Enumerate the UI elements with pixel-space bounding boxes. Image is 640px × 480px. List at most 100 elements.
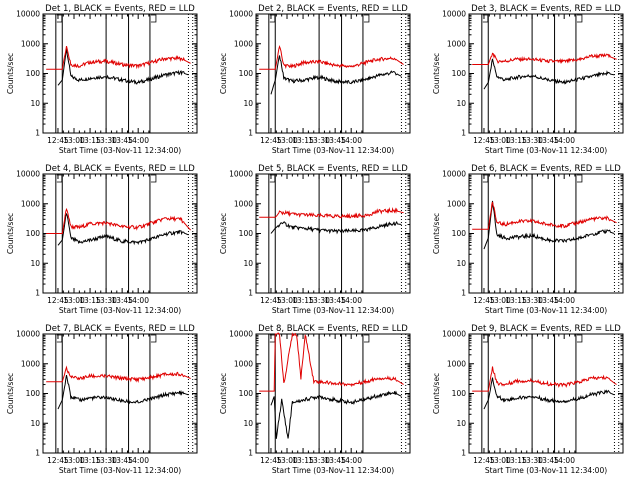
chart-svg-2: Det 2, BLACK = Events, RED = LLD 1 10 100 10… <box>219 4 411 155</box>
y-tick-label: 1 <box>35 129 40 138</box>
chart-title: Det 8, BLACK = Events, RED = LLD <box>258 324 408 334</box>
events-series-line <box>270 220 402 235</box>
x-axis-label: Start Time (03-Nov-11 12:34:00) <box>272 466 394 475</box>
x-tick-label: 14:00 <box>340 296 362 305</box>
events-series-line <box>483 200 615 250</box>
y-tick-label: 100 <box>26 229 41 238</box>
y-tick-label: 100 <box>26 69 41 78</box>
y-tick-label: 10000 <box>16 10 40 19</box>
marker-flag <box>269 174 276 183</box>
x-tick-label: 13:15 <box>292 456 314 465</box>
x-tick-label: 13:45 <box>111 136 133 145</box>
x-tick-label: 14:00 <box>340 136 362 145</box>
chart-title: Det 6, BLACK = Events, RED = LLD <box>471 164 621 174</box>
x-axis-label: Start Time (03-Nov-11 12:34:00) <box>59 146 181 155</box>
y-tick-label: 100 <box>26 389 41 398</box>
lld-series-line <box>259 332 404 392</box>
x-axis-label: Start Time (03-Nov-11 12:34:00) <box>272 146 394 155</box>
x-axis-label: Start Time (03-Nov-11 12:34:00) <box>485 146 607 155</box>
plot-frame <box>468 173 624 294</box>
x-tick-label: 13:45 <box>324 136 346 145</box>
y-axis-label: Counts/sec <box>219 53 228 94</box>
x-tick-label: 13:00 <box>276 136 298 145</box>
lld-series-line <box>46 365 191 383</box>
y-tick-label: 1000 <box>234 39 253 48</box>
x-tick-label: 12:45 <box>473 296 495 305</box>
marker-flag <box>56 334 63 343</box>
chart-svg-4: Det 4, BLACK = Events, RED = LLD 1 10 100 10… <box>6 164 198 315</box>
y-tick-label: 100 <box>452 229 467 238</box>
x-tick-label: 14:00 <box>553 296 575 305</box>
x-tick-label: 13:15 <box>292 296 314 305</box>
chart-title: Det 3, BLACK = Events, RED = LLD <box>471 4 621 14</box>
x-tick-label: 13:45 <box>537 296 559 305</box>
x-tick-label: 14:00 <box>553 136 575 145</box>
x-tick-label: 13:30 <box>308 296 330 305</box>
x-tick-label: 14:00 <box>127 136 149 145</box>
events-series-line <box>57 212 189 246</box>
y-tick-label: 100 <box>239 229 254 238</box>
y-tick-label: 10 <box>30 419 40 428</box>
y-axis-label: Counts/sec <box>6 373 15 414</box>
y-tick-label: 10000 <box>442 10 466 19</box>
marker-flag <box>363 174 370 183</box>
marker-flag <box>576 174 583 183</box>
y-tick-label: 100 <box>452 389 467 398</box>
x-tick-label: 13:00 <box>63 456 85 465</box>
y-tick-label: 1000 <box>234 199 253 208</box>
marker-flag <box>363 334 370 343</box>
x-tick-label: 13:00 <box>63 136 85 145</box>
y-tick-label: 1 <box>461 449 466 458</box>
y-tick-label: 100 <box>452 69 467 78</box>
y-tick-label: 10 <box>30 259 40 268</box>
x-tick-label: 13:15 <box>79 296 101 305</box>
lld-series-line <box>472 52 617 65</box>
x-tick-label: 13:30 <box>308 456 330 465</box>
events-series-line <box>57 48 189 86</box>
x-tick-label: 12:45 <box>473 456 495 465</box>
x-tick-label: 14:00 <box>340 456 362 465</box>
x-axis-label: Start Time (03-Nov-11 12:34:00) <box>272 306 394 315</box>
events-series-line <box>483 377 615 410</box>
y-tick-label: 1 <box>248 449 253 458</box>
y-tick-label: 1 <box>248 129 253 138</box>
events-series-line <box>57 375 189 410</box>
lld-series-line <box>46 207 191 234</box>
x-tick-label: 13:00 <box>489 136 511 145</box>
x-tick-label: 13:30 <box>95 296 117 305</box>
marker-flag <box>269 14 276 23</box>
chart-svg-9: Det 9, BLACK = Events, RED = LLD 1 10 100 10… <box>432 324 624 475</box>
y-tick-label: 1000 <box>234 359 253 368</box>
y-tick-label: 1000 <box>447 39 466 48</box>
x-tick-label: 12:45 <box>47 456 69 465</box>
y-tick-label: 10 <box>243 419 253 428</box>
x-tick-label: 12:45 <box>47 136 69 145</box>
x-tick-label: 13:30 <box>521 456 543 465</box>
x-tick-label: 13:30 <box>308 136 330 145</box>
x-tick-label: 13:45 <box>111 456 133 465</box>
detector-panel-4: Det 4, BLACK = Events, RED = LLD 1 10 100 10… <box>0 160 213 320</box>
x-tick-label: 13:30 <box>95 456 117 465</box>
x-axis-label: Start Time (03-Nov-11 12:34:00) <box>59 306 181 315</box>
y-axis-label: Counts/sec <box>219 373 228 414</box>
marker-flag <box>150 174 157 183</box>
x-tick-label: 14:00 <box>127 456 149 465</box>
detector-panel-3: Det 3, BLACK = Events, RED = LLD 1 10 100 10… <box>426 0 639 160</box>
events-series-line <box>483 58 615 90</box>
y-tick-label: 1000 <box>21 39 40 48</box>
y-tick-label: 100 <box>239 69 254 78</box>
y-tick-label: 10 <box>456 419 466 428</box>
x-tick-label: 13:15 <box>292 136 314 145</box>
y-tick-label: 10 <box>243 99 253 108</box>
x-tick-label: 13:00 <box>489 296 511 305</box>
y-tick-label: 1000 <box>447 359 466 368</box>
lld-series-line <box>259 206 404 219</box>
y-tick-label: 10000 <box>16 330 40 339</box>
x-tick-label: 13:00 <box>276 296 298 305</box>
y-tick-label: 1000 <box>447 199 466 208</box>
y-tick-label: 1 <box>35 449 40 458</box>
chart-title: Det 1, BLACK = Events, RED = LLD <box>45 4 195 14</box>
marker-flag <box>56 174 63 183</box>
chart-svg-8: Det 8, BLACK = Events, RED = LLD 1 10 100 10… <box>219 324 411 475</box>
